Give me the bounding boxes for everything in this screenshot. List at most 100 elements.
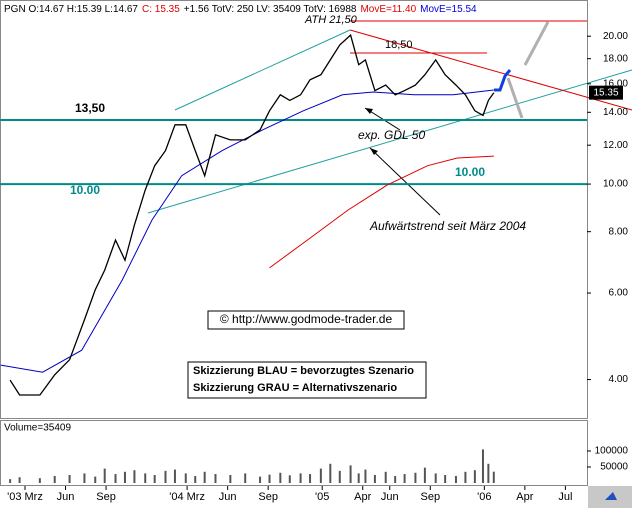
volume-bar [53,475,56,483]
y-tick-label: 16.00 [603,78,628,89]
y-tick-label: 8.00 [609,226,629,237]
volume-bar [203,471,206,483]
volume-bar [244,473,247,483]
corner-icon [605,492,617,500]
volume-bar [18,477,21,483]
legend-box [187,361,427,399]
volume-bar [444,475,447,483]
price-line [9,33,495,396]
y-tick-label: 14.00 [603,107,628,118]
x-tick-label: Sep [258,491,278,503]
volume-bar [38,478,41,483]
volume-bar [309,474,312,483]
volume-bar [329,463,332,483]
y-tick-label: 18.00 [603,53,628,64]
annotation: Skizzierung BLAU = bevorzugtes Szenario [193,365,414,377]
volume-bar [319,468,322,483]
x-tick-label: Jul [558,491,572,503]
annotation: © http://www.godmode-trader.de [220,312,393,326]
volume-bar [434,473,437,483]
header-field: MovE=15.54 [420,4,477,15]
volume-bar [357,473,360,483]
volume-bar [338,470,341,483]
volume-bar [454,475,457,483]
volume-bar [492,471,495,483]
last-price-label: 15.35 [593,87,618,98]
volume-bar [268,474,271,483]
volume-bar [194,475,197,483]
scenario-gray [506,77,524,119]
ma-label: exp. GDL 50 [358,128,425,142]
volume-bar [259,476,262,483]
volume-bar [403,474,406,483]
volume-bar [384,471,387,483]
y-tick-label: 4.00 [609,374,629,385]
volume-bar [94,476,97,483]
copyright-box [207,310,405,330]
annotation: 18,50 [385,39,413,51]
volume-bar [473,470,476,483]
header-field: C: 15.35 [142,4,180,15]
y-tick-label: 12.00 [603,140,628,151]
x-tick-label: Jun [381,491,399,503]
arrow-head [370,148,378,155]
x-tick-label: Apr [354,491,371,503]
header-field: PGN O:14.67 H:15.39 L:14.67 [4,4,138,15]
volume-label: Volume=35409 [4,423,71,434]
volume-bar [423,467,426,483]
x-tick-label: '05 [315,491,329,503]
header-field: +1.56 TotV: 250 LV: 35409 TotV: 16988 [184,4,357,15]
volume-bar [153,475,156,483]
annotation: Aufwärtstrend seit März 2004 [369,219,526,233]
annotation: ATH 21,50 [304,14,358,26]
y-tick-label: 100000 [595,446,629,457]
x-tick-label: '03 Mrz [7,491,43,503]
trend-line [174,29,351,111]
volume-bar [68,475,71,483]
volume-bar [373,475,376,483]
x-tick-label: Sep [420,491,440,503]
annotation: Skizzierung GRAU = Alternativszenario [193,382,397,394]
x-tick-label: Jun [219,491,237,503]
y-tick-label: 20.00 [603,31,628,42]
volume-bar [133,470,136,483]
volume-bar [164,470,167,483]
volume-bar [288,475,291,483]
volume-bar [414,472,417,483]
volume-bar [83,473,86,483]
volume-bar [394,475,397,483]
volume-bar [184,473,187,483]
y-tick-label: 50000 [600,462,628,473]
arrow [369,147,441,216]
volume-panel [0,420,588,486]
scenario-blue [494,69,512,92]
volume-bar [144,473,147,483]
volume-bar [299,473,302,483]
y-tick-label: 6.00 [609,288,629,299]
volume-bar [9,479,12,483]
annotation: 10.00 [455,165,485,179]
volume-bar [214,474,217,483]
resistance-line [349,29,632,111]
volume-bar [279,472,282,483]
x-tick-label: '04 Mrz [169,491,205,503]
volume-bar [487,463,490,483]
volume-bar [481,449,484,483]
price-panel [0,0,588,419]
volume-bar [364,469,367,483]
volume-bar [114,474,117,483]
trend-line [147,69,632,214]
volume-bar [464,471,467,483]
volume-bar [349,465,352,483]
x-tick-label: Apr [516,491,533,503]
header: PGN O:14.67 H:15.39 L:14.67 C: 15.35 +1.56… [4,4,477,15]
scenario-gray [523,21,550,66]
volume-bar [229,475,232,483]
level-label: 13,50 [75,101,105,115]
y-tick-label: 10.00 [603,179,628,190]
volume-bar [123,471,126,483]
moving-average [269,155,494,269]
header-field: MovE=11.40 [360,4,416,15]
